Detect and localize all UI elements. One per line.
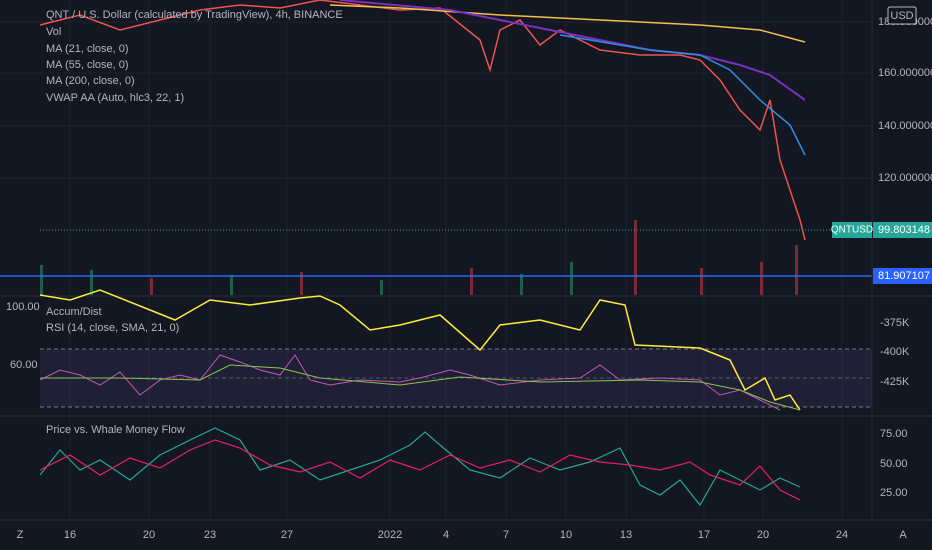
ad-label: -375K: [880, 317, 910, 329]
rsi-level: 60.00: [10, 359, 38, 371]
indicator-label: VWAP AA (Auto, hlc3, 22, 1): [46, 92, 184, 104]
price-label: 160.000000: [878, 67, 932, 79]
time-label: 7: [503, 529, 509, 541]
whale-label: 50.00: [880, 458, 908, 470]
grid: [0, 0, 872, 520]
indicator-label: Price vs. Whale Money Flow: [46, 424, 185, 436]
time-axis: 16 20 23 27 2022 4 7 10 13 17 20 24: [64, 529, 848, 541]
time-label: 23: [204, 529, 216, 541]
indicator-label: RSI (14, close, SMA, 21, 0): [46, 322, 179, 334]
time-label: 17: [698, 529, 710, 541]
indicator-label: MA (55, close, 0): [46, 59, 129, 71]
price-label: 120.000000: [878, 172, 932, 184]
time-label: 24: [836, 529, 848, 541]
currency[interactable]: USD: [890, 10, 913, 22]
time-label: 4: [443, 529, 449, 541]
line-price: 81.907107: [878, 270, 930, 282]
whale-label: 25.00: [880, 487, 908, 499]
price-label: 140.000000: [878, 120, 932, 132]
symbol-price-bg: [873, 222, 932, 238]
price-line: [39, 0, 806, 241]
symbol-tag: QNTUSD: [831, 225, 873, 236]
ma-200: [329, 4, 806, 43]
line-price-bg: [873, 268, 932, 284]
ma-21: [559, 34, 806, 156]
symbol-price: 99.803148: [878, 224, 930, 236]
time-label: 27: [281, 529, 293, 541]
rsi-ma-line: [40, 364, 801, 411]
time-label: 2022: [378, 529, 402, 541]
time-label: 10: [560, 529, 572, 541]
corner-button[interactable]: A: [899, 529, 907, 541]
symbol-tag-bg: [832, 222, 872, 238]
whale-label: 75.00: [880, 428, 908, 440]
time-label: 20: [757, 529, 769, 541]
indicator-label: MA (200, close, 0): [46, 75, 135, 87]
accum-dist-line: [39, 289, 801, 411]
time-label: 16: [64, 529, 76, 541]
rsi-line: [39, 354, 781, 411]
corner-button[interactable]: Z: [17, 529, 24, 541]
ad-label: -400K: [880, 346, 910, 358]
time-label: 13: [620, 529, 632, 541]
currency-badge[interactable]: [887, 6, 917, 25]
chart-title: QNT / U.S. Dollar (calculated by Trading…: [46, 9, 343, 21]
ad-label: -425K: [880, 376, 910, 388]
volume-bars: [40, 220, 798, 295]
indicator-label: Accum/Dist: [46, 306, 102, 318]
indicator-label: MA (21, close, 0): [46, 43, 129, 55]
price-flow-line: [39, 439, 801, 501]
time-label: 20: [143, 529, 155, 541]
indicator-label: Vol: [46, 26, 61, 38]
rsi-level: 100.00: [6, 301, 40, 313]
whale-flow-line: [39, 427, 801, 507]
